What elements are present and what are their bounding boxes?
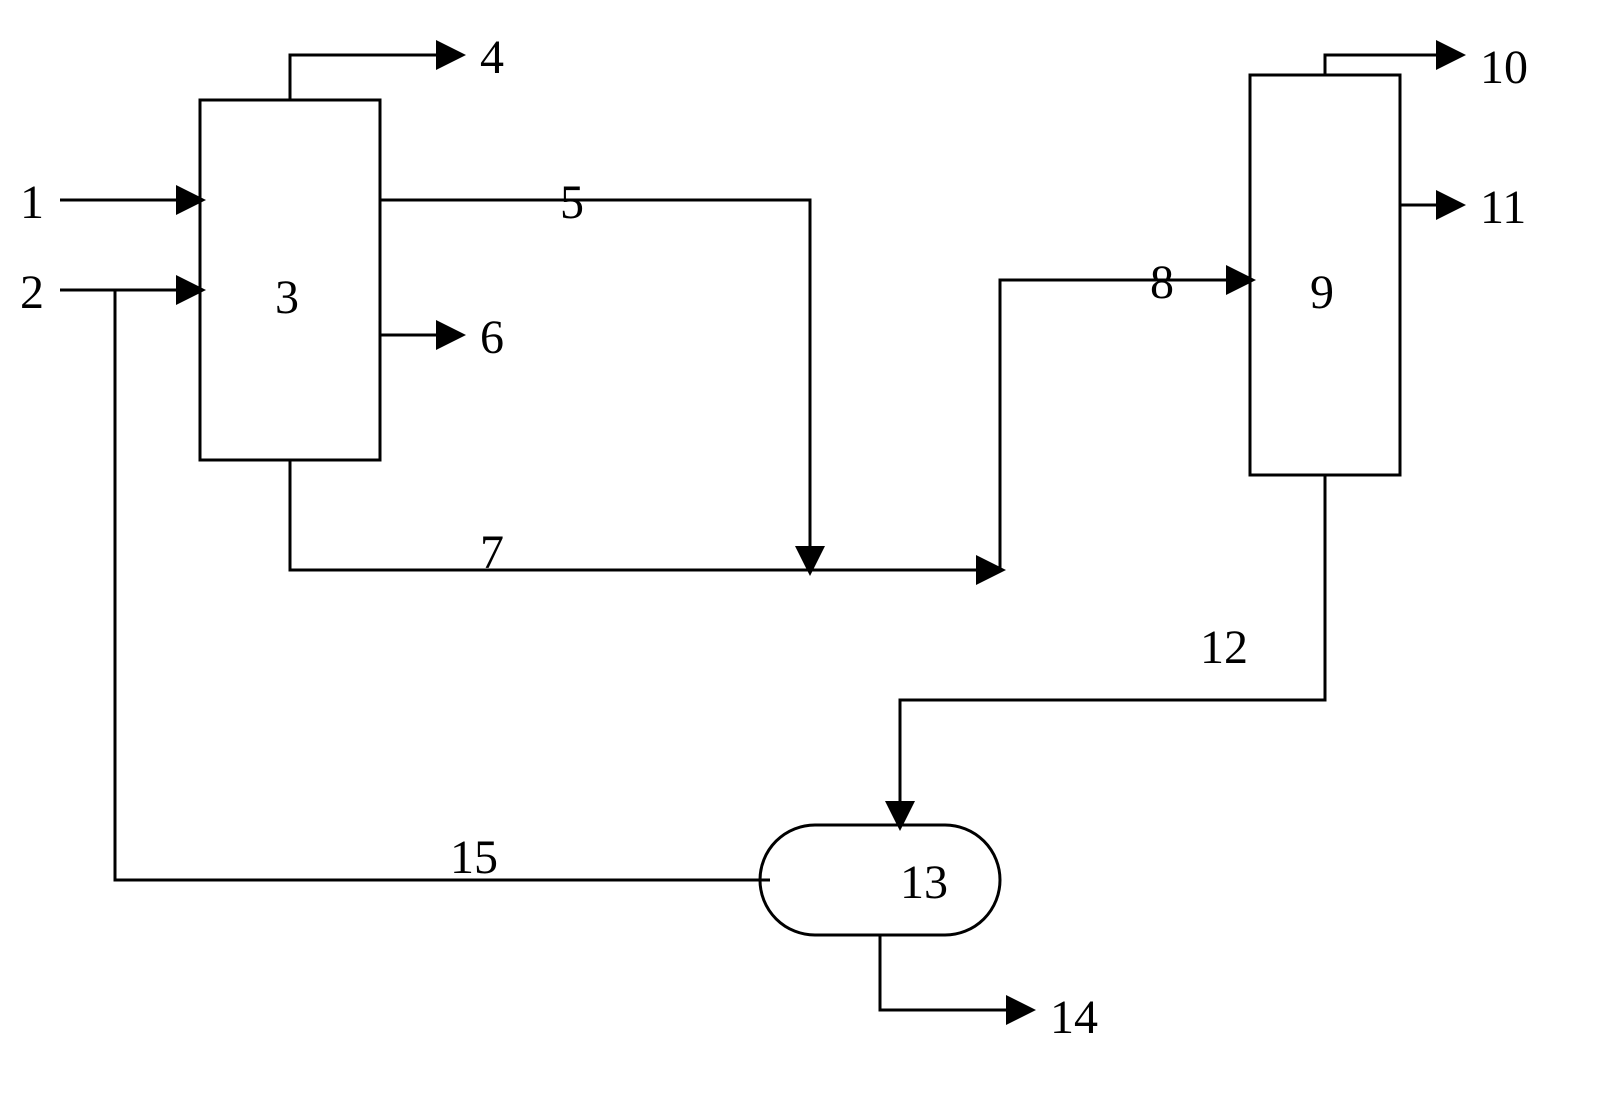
arrow-14 xyxy=(880,935,1030,1010)
label-15: 15 xyxy=(450,830,498,885)
arrow-5 xyxy=(380,200,810,570)
arrow-7 xyxy=(290,460,1000,570)
label-2: 2 xyxy=(20,265,44,320)
label-1: 1 xyxy=(20,175,44,230)
label-6: 6 xyxy=(480,310,504,365)
label-13: 13 xyxy=(900,855,948,910)
label-9: 9 xyxy=(1310,265,1334,320)
label-11: 11 xyxy=(1480,180,1526,235)
label-4: 4 xyxy=(480,30,504,85)
line-15 xyxy=(115,290,770,880)
label-12: 12 xyxy=(1200,620,1248,675)
label-14: 14 xyxy=(1050,990,1098,1045)
process-flow-diagram xyxy=(0,0,1612,1120)
label-7: 7 xyxy=(480,525,504,580)
label-8: 8 xyxy=(1150,255,1174,310)
arrow-12 xyxy=(900,475,1325,825)
arrow-10 xyxy=(1325,55,1460,75)
arrow-8 xyxy=(1000,280,1250,570)
label-10: 10 xyxy=(1480,40,1528,95)
label-3: 3 xyxy=(275,270,299,325)
vessel-13 xyxy=(760,825,1000,935)
label-5: 5 xyxy=(560,175,584,230)
arrow-4 xyxy=(290,55,460,100)
